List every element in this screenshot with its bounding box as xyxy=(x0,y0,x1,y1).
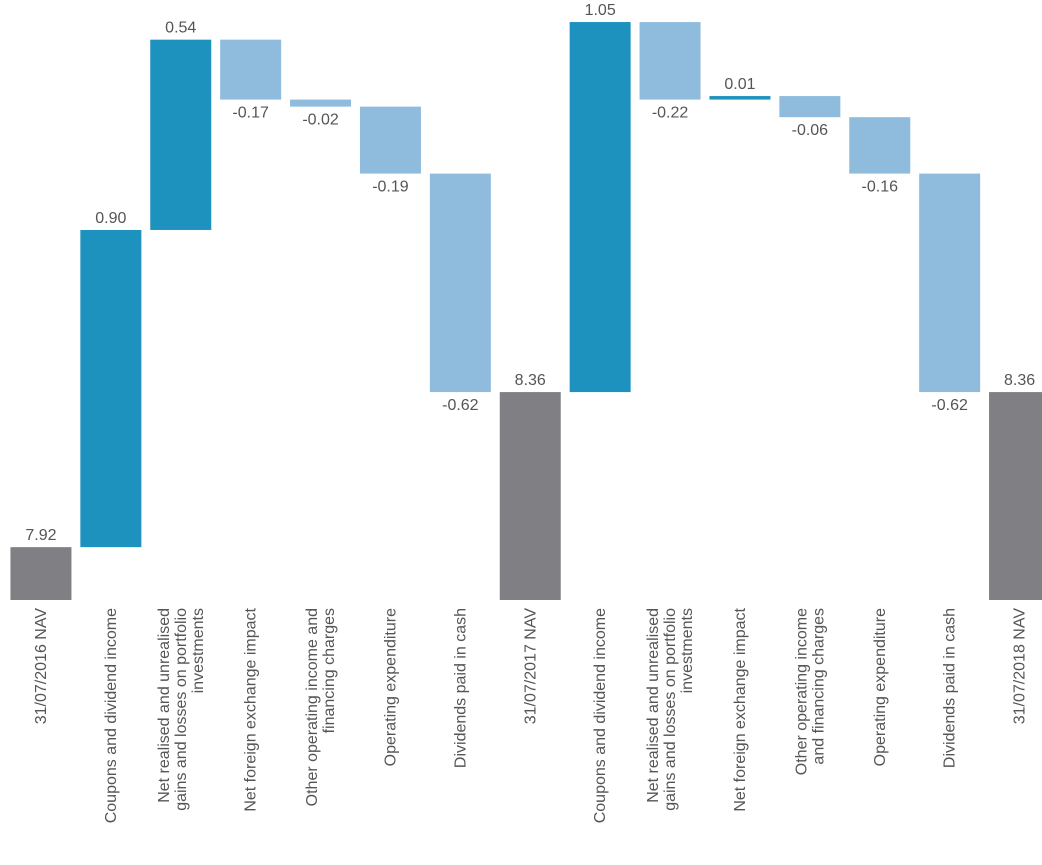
x-tick-label: Net foreign exchange impact xyxy=(732,607,749,811)
bar xyxy=(220,39,282,100)
x-tick-label-line: and financing charges xyxy=(810,608,827,765)
value-label: -0.19 xyxy=(372,179,409,196)
x-tick-label-line: Net foreign exchange impact xyxy=(243,607,260,811)
bar xyxy=(569,22,631,393)
x-tick-label: Other operating incomeand financing char… xyxy=(793,608,827,775)
x-tick-label: Net realised and unrealisedgains and los… xyxy=(645,608,696,811)
value-label: 0.54 xyxy=(165,20,196,37)
x-tick-label-line: financing charges xyxy=(321,608,338,733)
bar xyxy=(10,547,72,600)
bar xyxy=(989,392,1042,600)
bar xyxy=(290,99,352,107)
x-tick-label-line: Net realised and unrealised xyxy=(645,608,662,803)
value-label: -0.62 xyxy=(931,397,968,414)
bar xyxy=(359,106,421,174)
value-label: 0.01 xyxy=(724,76,755,93)
bar xyxy=(919,173,981,393)
bar xyxy=(709,96,771,100)
bar xyxy=(779,96,841,118)
value-label: -0.16 xyxy=(862,179,899,196)
x-tick-label-line: 31/07/2018 NAV xyxy=(1012,608,1029,725)
x-tick-label: Coupons and dividend income xyxy=(592,608,609,823)
x-tick-label-line: investments xyxy=(190,608,207,693)
x-tick-label: Dividends paid in cash xyxy=(452,608,469,768)
x-tick-label-line: 31/07/2017 NAV xyxy=(522,608,539,725)
x-tick-label-line: gains and losses on portfolio xyxy=(173,608,190,811)
value-label: 8.36 xyxy=(515,372,546,389)
x-tick-label-line: investments xyxy=(679,608,696,693)
value-label: 1.05 xyxy=(585,2,616,19)
bar xyxy=(849,117,911,174)
x-tick-label: Operating expenditure xyxy=(872,608,889,766)
bar xyxy=(150,39,212,230)
value-label: -0.62 xyxy=(442,397,479,414)
x-tick-label: Dividends paid in cash xyxy=(942,608,959,768)
bar xyxy=(639,22,701,100)
x-tick-label-line: Operating expenditure xyxy=(872,608,889,766)
x-tick-label-line: Operating expenditure xyxy=(382,608,399,766)
x-tick-label: Coupons and dividend income xyxy=(103,608,120,823)
value-label: -0.02 xyxy=(302,112,339,129)
x-tick-label-line: Other operating income and xyxy=(304,608,321,806)
x-tick-label: 31/07/2017 NAV xyxy=(522,608,539,725)
bar xyxy=(429,173,491,393)
value-label: 8.36 xyxy=(1004,372,1035,389)
value-label: -0.06 xyxy=(792,122,829,139)
value-label: 0.90 xyxy=(95,210,126,227)
x-tick-label-line: Other operating income xyxy=(793,608,810,775)
bar xyxy=(80,229,142,548)
bar xyxy=(499,392,561,600)
value-label: -0.22 xyxy=(652,105,689,122)
x-tick-label: 31/07/2016 NAV xyxy=(33,608,50,725)
x-tick-label: Operating expenditure xyxy=(382,608,399,766)
x-tick-label-line: gains and losses on portfolio xyxy=(662,608,679,811)
value-label: -0.17 xyxy=(232,105,269,122)
x-tick-label-line: Coupons and dividend income xyxy=(103,608,120,823)
x-tick-label: Other operating income andfinancing char… xyxy=(304,608,338,806)
x-tick-label-line: Net realised and unrealised xyxy=(156,608,173,803)
x-tick-label-line: Net foreign exchange impact xyxy=(732,607,749,811)
x-tick-label-line: 31/07/2016 NAV xyxy=(33,608,50,725)
x-tick-label-line: Dividends paid in cash xyxy=(452,608,469,768)
x-tick-label: Net foreign exchange impact xyxy=(243,607,260,811)
x-tick-label: Net realised and unrealisedgains and los… xyxy=(156,608,207,811)
x-tick-label: 31/07/2018 NAV xyxy=(1012,608,1029,725)
value-label: 7.92 xyxy=(25,527,56,544)
x-tick-label-line: Coupons and dividend income xyxy=(592,608,609,823)
x-tick-label-line: Dividends paid in cash xyxy=(942,608,959,768)
